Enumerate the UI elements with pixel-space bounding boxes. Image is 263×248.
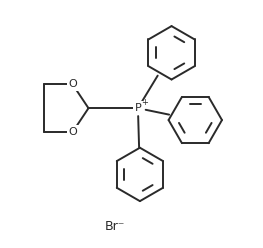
Text: Br⁻: Br⁻: [105, 220, 125, 233]
Text: O: O: [68, 79, 77, 90]
Text: O: O: [68, 127, 77, 137]
Text: P: P: [135, 103, 141, 113]
Text: +: +: [141, 98, 148, 107]
